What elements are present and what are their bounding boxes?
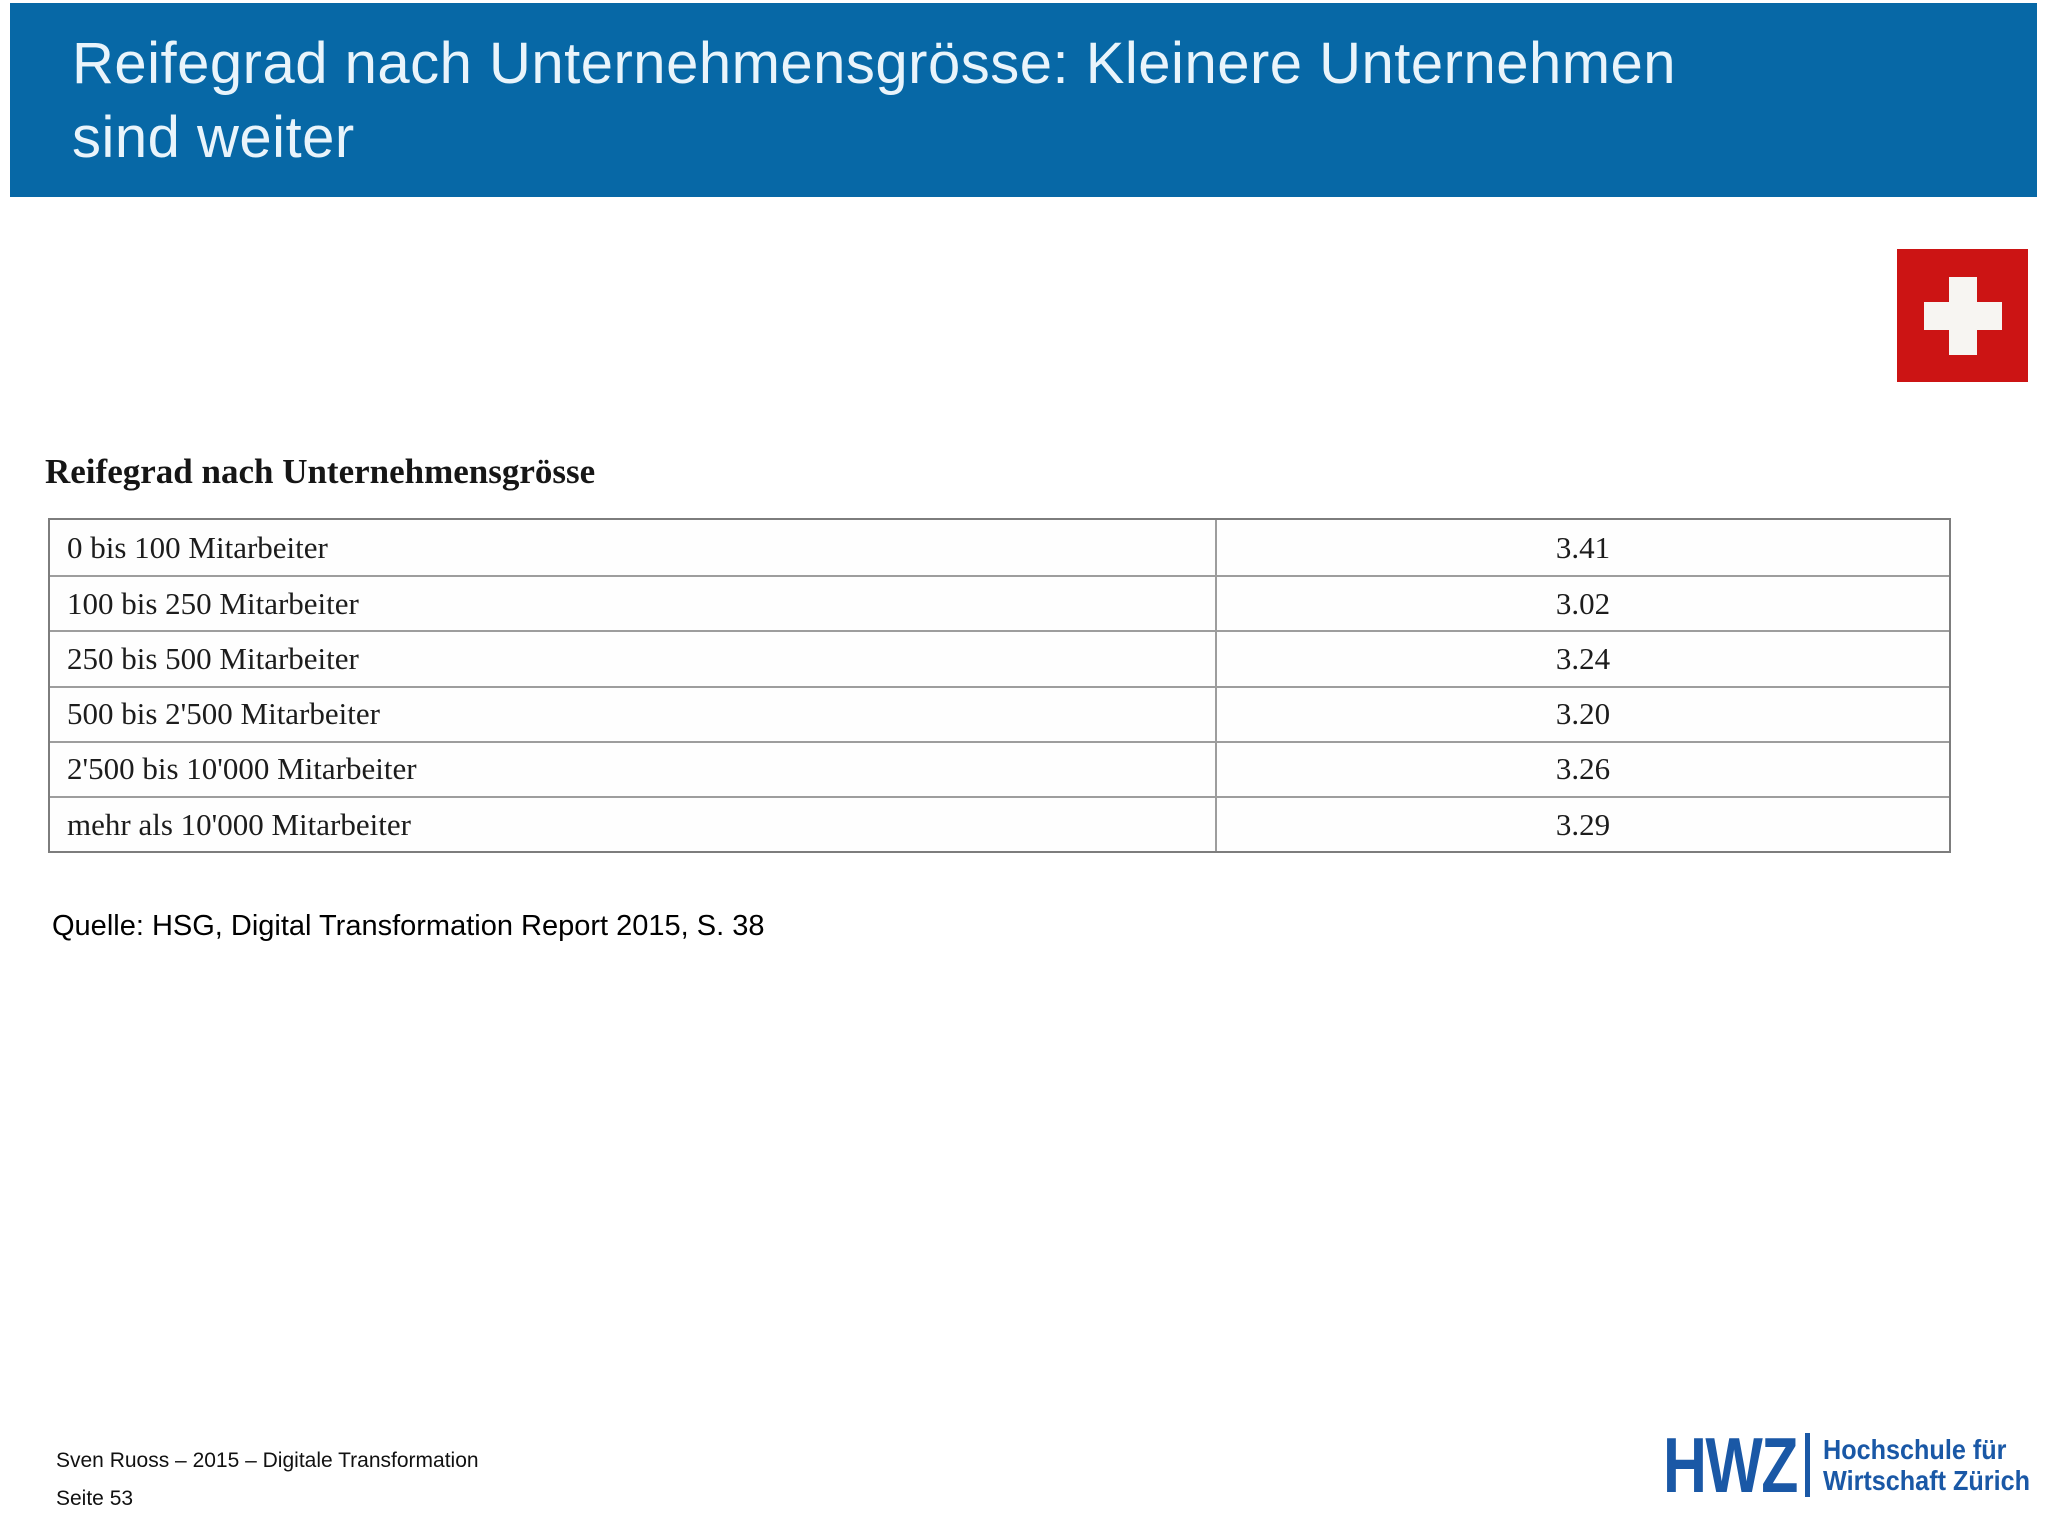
row-value: 3.24 — [1555, 640, 1611, 676]
row-label: 250 bis 500 Mitarbeiter — [50, 632, 1217, 686]
row-label: 500 bis 2'500 Mitarbeiter — [50, 687, 1217, 741]
table-row: 100 bis 250 Mitarbeiter 3.02 — [50, 575, 1949, 631]
hwz-logo-divider — [1805, 1433, 1810, 1497]
hwz-logo: HWZ Hochschule für Wirtschaft Zürich — [1663, 1421, 2048, 1509]
hwz-logo-abbr: HWZ — [1663, 1421, 1798, 1509]
maturity-table: 0 bis 100 Mitarbeiter 3.41 100 bis 250 M… — [48, 518, 1951, 854]
source-citation: Quelle: HSG, Digital Transformation Repo… — [52, 910, 765, 942]
hwz-logo-text-line2: Wirtschaft Zürich — [1823, 1465, 2030, 1496]
hwz-logo-text: Hochschule für Wirtschaft Zürich — [1823, 1434, 2030, 1496]
row-label: 0 bis 100 Mitarbeiter — [50, 520, 1217, 576]
table-row: 250 bis 500 Mitarbeiter 3.24 — [50, 630, 1949, 686]
row-value: 3.41 — [1555, 529, 1611, 565]
swiss-cross-horizontal — [1924, 302, 2002, 330]
table-row: 0 bis 100 Mitarbeiter 3.41 — [50, 520, 1949, 576]
row-label: mehr als 10'000 Mitarbeiter — [50, 797, 1217, 852]
header-bar: Reifegrad nach Unternehmensgrösse: Klein… — [10, 3, 2037, 197]
row-label: 2'500 bis 10'000 Mitarbeiter — [50, 742, 1217, 796]
row-value: 3.26 — [1555, 751, 1611, 787]
row-value: 3.29 — [1555, 806, 1611, 842]
footer-page-number: Seite 53 — [56, 1487, 134, 1510]
swiss-flag-icon — [1897, 249, 2028, 382]
row-label: 100 bis 250 Mitarbeiter — [50, 577, 1217, 631]
row-value: 3.02 — [1555, 585, 1611, 621]
table-row: 500 bis 2'500 Mitarbeiter 3.20 — [50, 685, 1949, 741]
slide-title-line1: Reifegrad nach Unternehmensgrösse: Klein… — [72, 31, 1677, 96]
slide-title-line2: sind weiter — [72, 105, 355, 170]
table-row: 2'500 bis 10'000 Mitarbeiter 3.26 — [50, 740, 1949, 796]
slide-title: Reifegrad nach Unternehmensgrösse: Klein… — [72, 27, 1972, 175]
table-heading: Reifegrad nach Unternehmensgrösse — [45, 452, 596, 491]
row-value: 3.20 — [1555, 696, 1611, 732]
table-row: mehr als 10'000 Mitarbeiter 3.29 — [50, 795, 1949, 852]
footer-author: Sven Ruoss – 2015 – Digitale Transformat… — [56, 1449, 479, 1472]
hwz-logo-text-line1: Hochschule für — [1823, 1434, 2007, 1465]
